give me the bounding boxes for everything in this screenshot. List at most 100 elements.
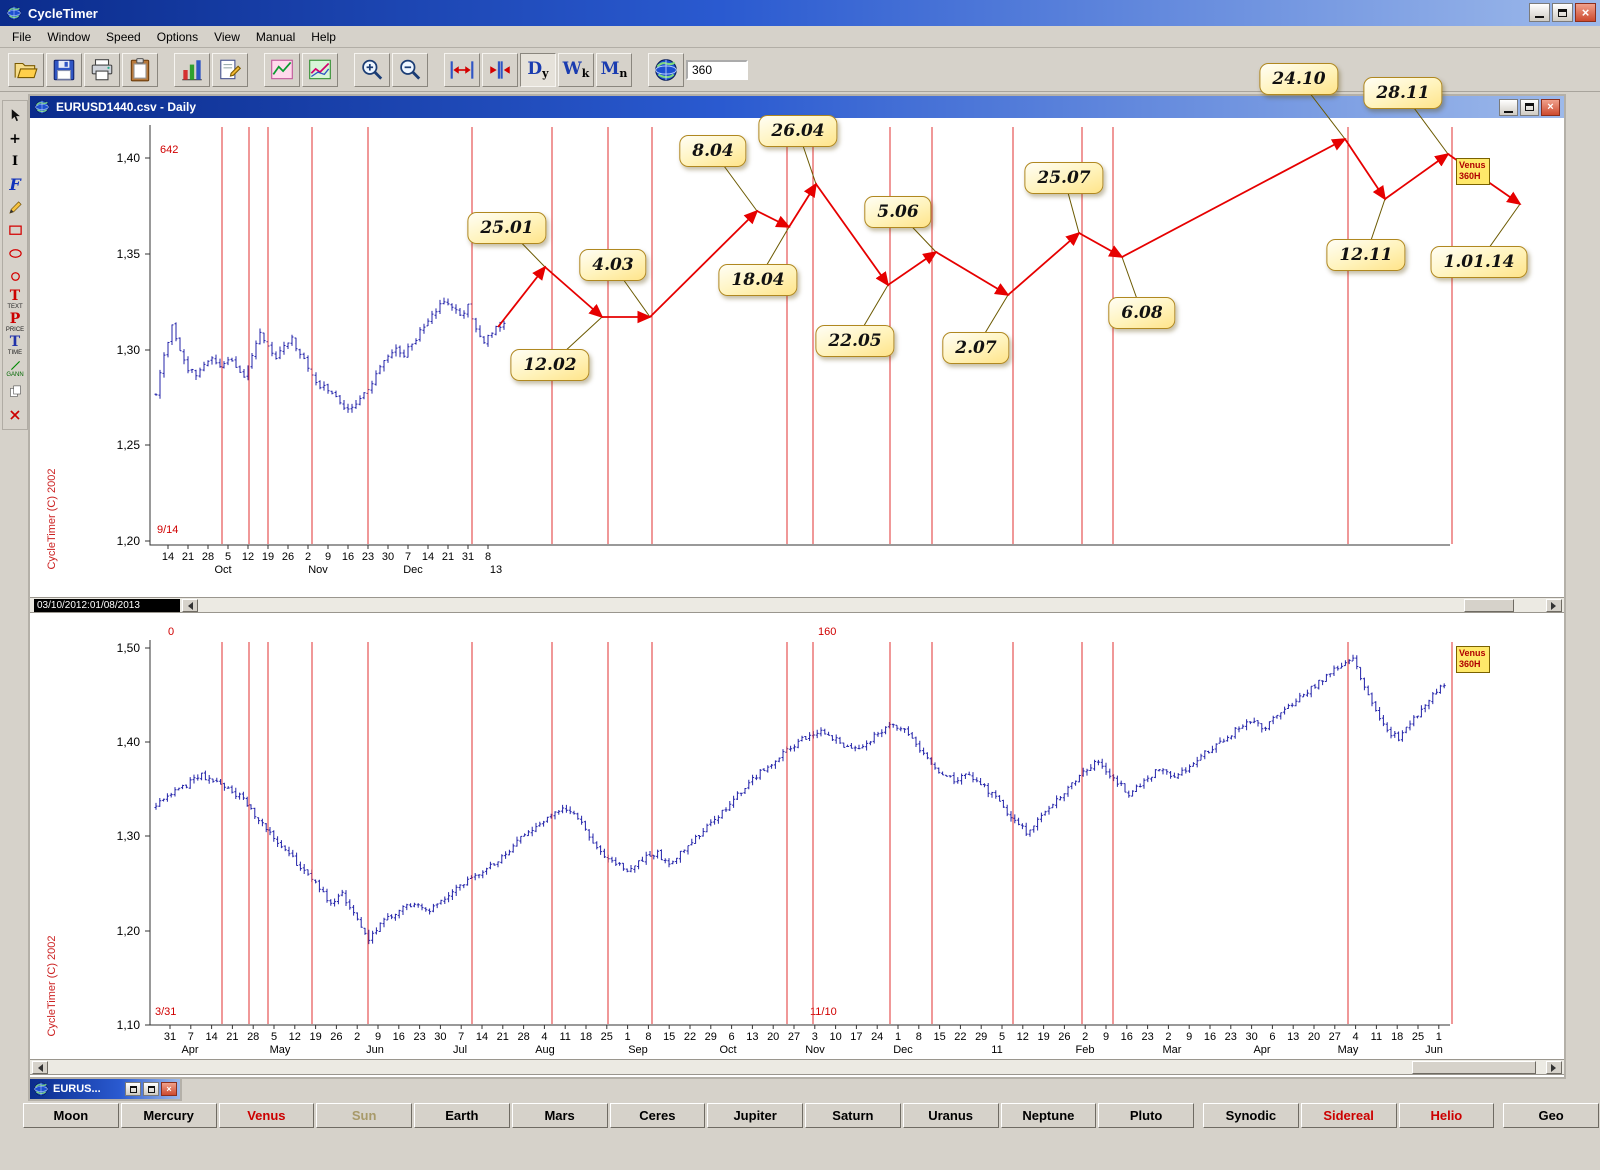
tab-ceres[interactable]: Ceres bbox=[609, 1103, 706, 1128]
min-restore-button[interactable] bbox=[125, 1082, 141, 1096]
left-arrow-icon bbox=[184, 601, 193, 610]
minimize-button[interactable] bbox=[1529, 3, 1550, 22]
venus-tag-line2: 360H bbox=[1459, 171, 1481, 182]
tab-sidereal[interactable]: Sidereal bbox=[1300, 1103, 1397, 1128]
planet-button[interactable] bbox=[648, 52, 684, 87]
expand-scale-button[interactable] bbox=[444, 52, 480, 87]
window-controls: × bbox=[1529, 3, 1596, 22]
notes-button[interactable] bbox=[212, 52, 248, 87]
title-bar[interactable]: CycleTimer × bbox=[0, 0, 1600, 26]
paste-button[interactable] bbox=[122, 52, 158, 87]
save-button[interactable] bbox=[46, 52, 82, 87]
text-tool[interactable]: T TEXT bbox=[7, 288, 23, 310]
tab-jupiter[interactable]: Jupiter bbox=[707, 1103, 803, 1128]
fibonacci-tool[interactable]: F bbox=[9, 174, 21, 194]
min-close-button[interactable]: × bbox=[161, 1082, 177, 1096]
vline-tool[interactable]: I bbox=[11, 154, 19, 169]
venus-tag-line2: 360H bbox=[1459, 659, 1481, 670]
price-tool[interactable]: P PRICE bbox=[5, 311, 25, 333]
open-file-button[interactable] bbox=[8, 52, 44, 87]
chart-restore-button[interactable] bbox=[1520, 98, 1539, 116]
rectangle-tool[interactable] bbox=[4, 219, 26, 242]
close-button[interactable]: × bbox=[1575, 3, 1596, 22]
printer-icon bbox=[91, 58, 113, 80]
date-range-box: 03/10/2012:01/08/2013 bbox=[34, 599, 180, 612]
tab-synodic[interactable]: Synodic bbox=[1203, 1103, 1299, 1128]
right-arrow-icon bbox=[1551, 1063, 1560, 1072]
bottom-scrollbar-thumb[interactable] bbox=[1412, 1061, 1536, 1074]
venus-cycle-tag: Venus 360H bbox=[1456, 158, 1490, 185]
tab-moon[interactable]: Moon bbox=[23, 1103, 119, 1128]
ellipse-tool[interactable] bbox=[4, 242, 26, 265]
menu-speed[interactable]: Speed bbox=[106, 29, 141, 44]
compress-scale-button[interactable] bbox=[482, 52, 518, 87]
menu-manual[interactable]: Manual bbox=[255, 29, 296, 44]
zoom-out-icon bbox=[400, 59, 421, 80]
chart-window-icon bbox=[34, 99, 50, 115]
chart-mdi-window: EURUSD1440.csv - Daily × 03/10/2012:01/0… bbox=[30, 96, 1564, 1077]
pencil-tool[interactable] bbox=[4, 196, 26, 219]
pointer-tool[interactable] bbox=[4, 104, 26, 127]
menu-view[interactable]: View bbox=[214, 29, 240, 44]
minimized-window-title: EURUS... bbox=[53, 1083, 101, 1095]
bottom-chart-pane[interactable] bbox=[30, 613, 1564, 1059]
menu-file[interactable]: File bbox=[12, 29, 32, 44]
bottom-scroll-left-button[interactable] bbox=[32, 1061, 48, 1074]
tab-mercury[interactable]: Mercury bbox=[120, 1103, 217, 1128]
overlay-chart-button[interactable] bbox=[302, 52, 338, 87]
monthly-button[interactable]: Mn bbox=[596, 52, 632, 87]
zoom-in-button[interactable] bbox=[354, 52, 390, 87]
menu-window[interactable]: Window bbox=[47, 29, 91, 44]
maximize-button[interactable] bbox=[1552, 3, 1573, 22]
bar-chart-button[interactable] bbox=[174, 52, 210, 87]
toolbar: Dy Wk Mn bbox=[0, 48, 1600, 92]
zoom-in-icon bbox=[362, 59, 383, 80]
scroll-left-button[interactable] bbox=[182, 599, 198, 612]
min-maximize-button[interactable] bbox=[143, 1082, 159, 1096]
tab-geo[interactable]: Geo bbox=[1503, 1103, 1599, 1128]
app-icon bbox=[6, 5, 22, 21]
tab-saturn[interactable]: Saturn bbox=[805, 1103, 901, 1128]
floppy-icon bbox=[53, 59, 75, 80]
chart-close-button[interactable]: × bbox=[1541, 98, 1560, 116]
globe-icon bbox=[655, 58, 677, 81]
bottom-scroll-right-button[interactable] bbox=[1546, 1061, 1562, 1074]
chart-window-titlebar[interactable]: EURUSD1440.csv - Daily × bbox=[30, 96, 1564, 118]
tab-pluto[interactable]: Pluto bbox=[1098, 1103, 1194, 1128]
bar-chart-icon bbox=[182, 59, 202, 80]
circle-tool[interactable] bbox=[4, 265, 26, 288]
planet-tabbar: Moon Mercury Venus Sun Earth Mars Ceres Jupiter… bbox=[22, 1103, 1600, 1128]
delete-tool[interactable]: × bbox=[8, 404, 22, 424]
menu-options[interactable]: Options bbox=[156, 29, 199, 44]
tab-neptune[interactable]: Neptune bbox=[1000, 1103, 1097, 1128]
clipboard-icon bbox=[130, 57, 150, 81]
tab-earth[interactable]: Earth bbox=[414, 1103, 510, 1128]
crosshair-tool[interactable]: + bbox=[9, 130, 21, 147]
print-button[interactable] bbox=[84, 52, 120, 87]
gann-tool[interactable]: GANN bbox=[4, 357, 26, 380]
tab-venus[interactable]: Venus bbox=[218, 1103, 315, 1128]
tab-helio[interactable]: Helio bbox=[1398, 1103, 1495, 1128]
tab-mars[interactable]: Mars bbox=[511, 1103, 608, 1128]
bottom-scrollbar[interactable] bbox=[30, 1059, 1564, 1075]
open-folder-icon bbox=[14, 62, 38, 78]
mid-scrollbar[interactable]: 03/10/2012:01/08/2013 bbox=[30, 597, 1564, 613]
scroll-right-button[interactable] bbox=[1546, 599, 1562, 612]
weekly-button[interactable]: Wk bbox=[558, 52, 594, 87]
daily-button[interactable]: Dy bbox=[520, 52, 556, 87]
menu-bar: File Window Speed Options View Manual Help bbox=[0, 26, 1600, 48]
degrees-input[interactable] bbox=[686, 59, 748, 80]
time-tool[interactable]: T TIME bbox=[7, 334, 23, 356]
zoom-out-button[interactable] bbox=[392, 52, 428, 87]
top-chart-pane[interactable] bbox=[30, 118, 1564, 597]
price-chart-button[interactable] bbox=[264, 52, 300, 87]
copyright-label: CycleTimer (C) 2002 bbox=[46, 935, 58, 1037]
mid-scrollbar-thumb[interactable] bbox=[1464, 599, 1514, 612]
chart-minimize-button[interactable] bbox=[1499, 98, 1518, 116]
tab-uranus[interactable]: Uranus bbox=[902, 1103, 999, 1128]
copy-tool[interactable] bbox=[4, 380, 26, 403]
menu-help[interactable]: Help bbox=[311, 29, 336, 44]
tab-sun[interactable]: Sun bbox=[316, 1103, 412, 1128]
minimized-window[interactable]: EURUS... × bbox=[30, 1079, 180, 1099]
